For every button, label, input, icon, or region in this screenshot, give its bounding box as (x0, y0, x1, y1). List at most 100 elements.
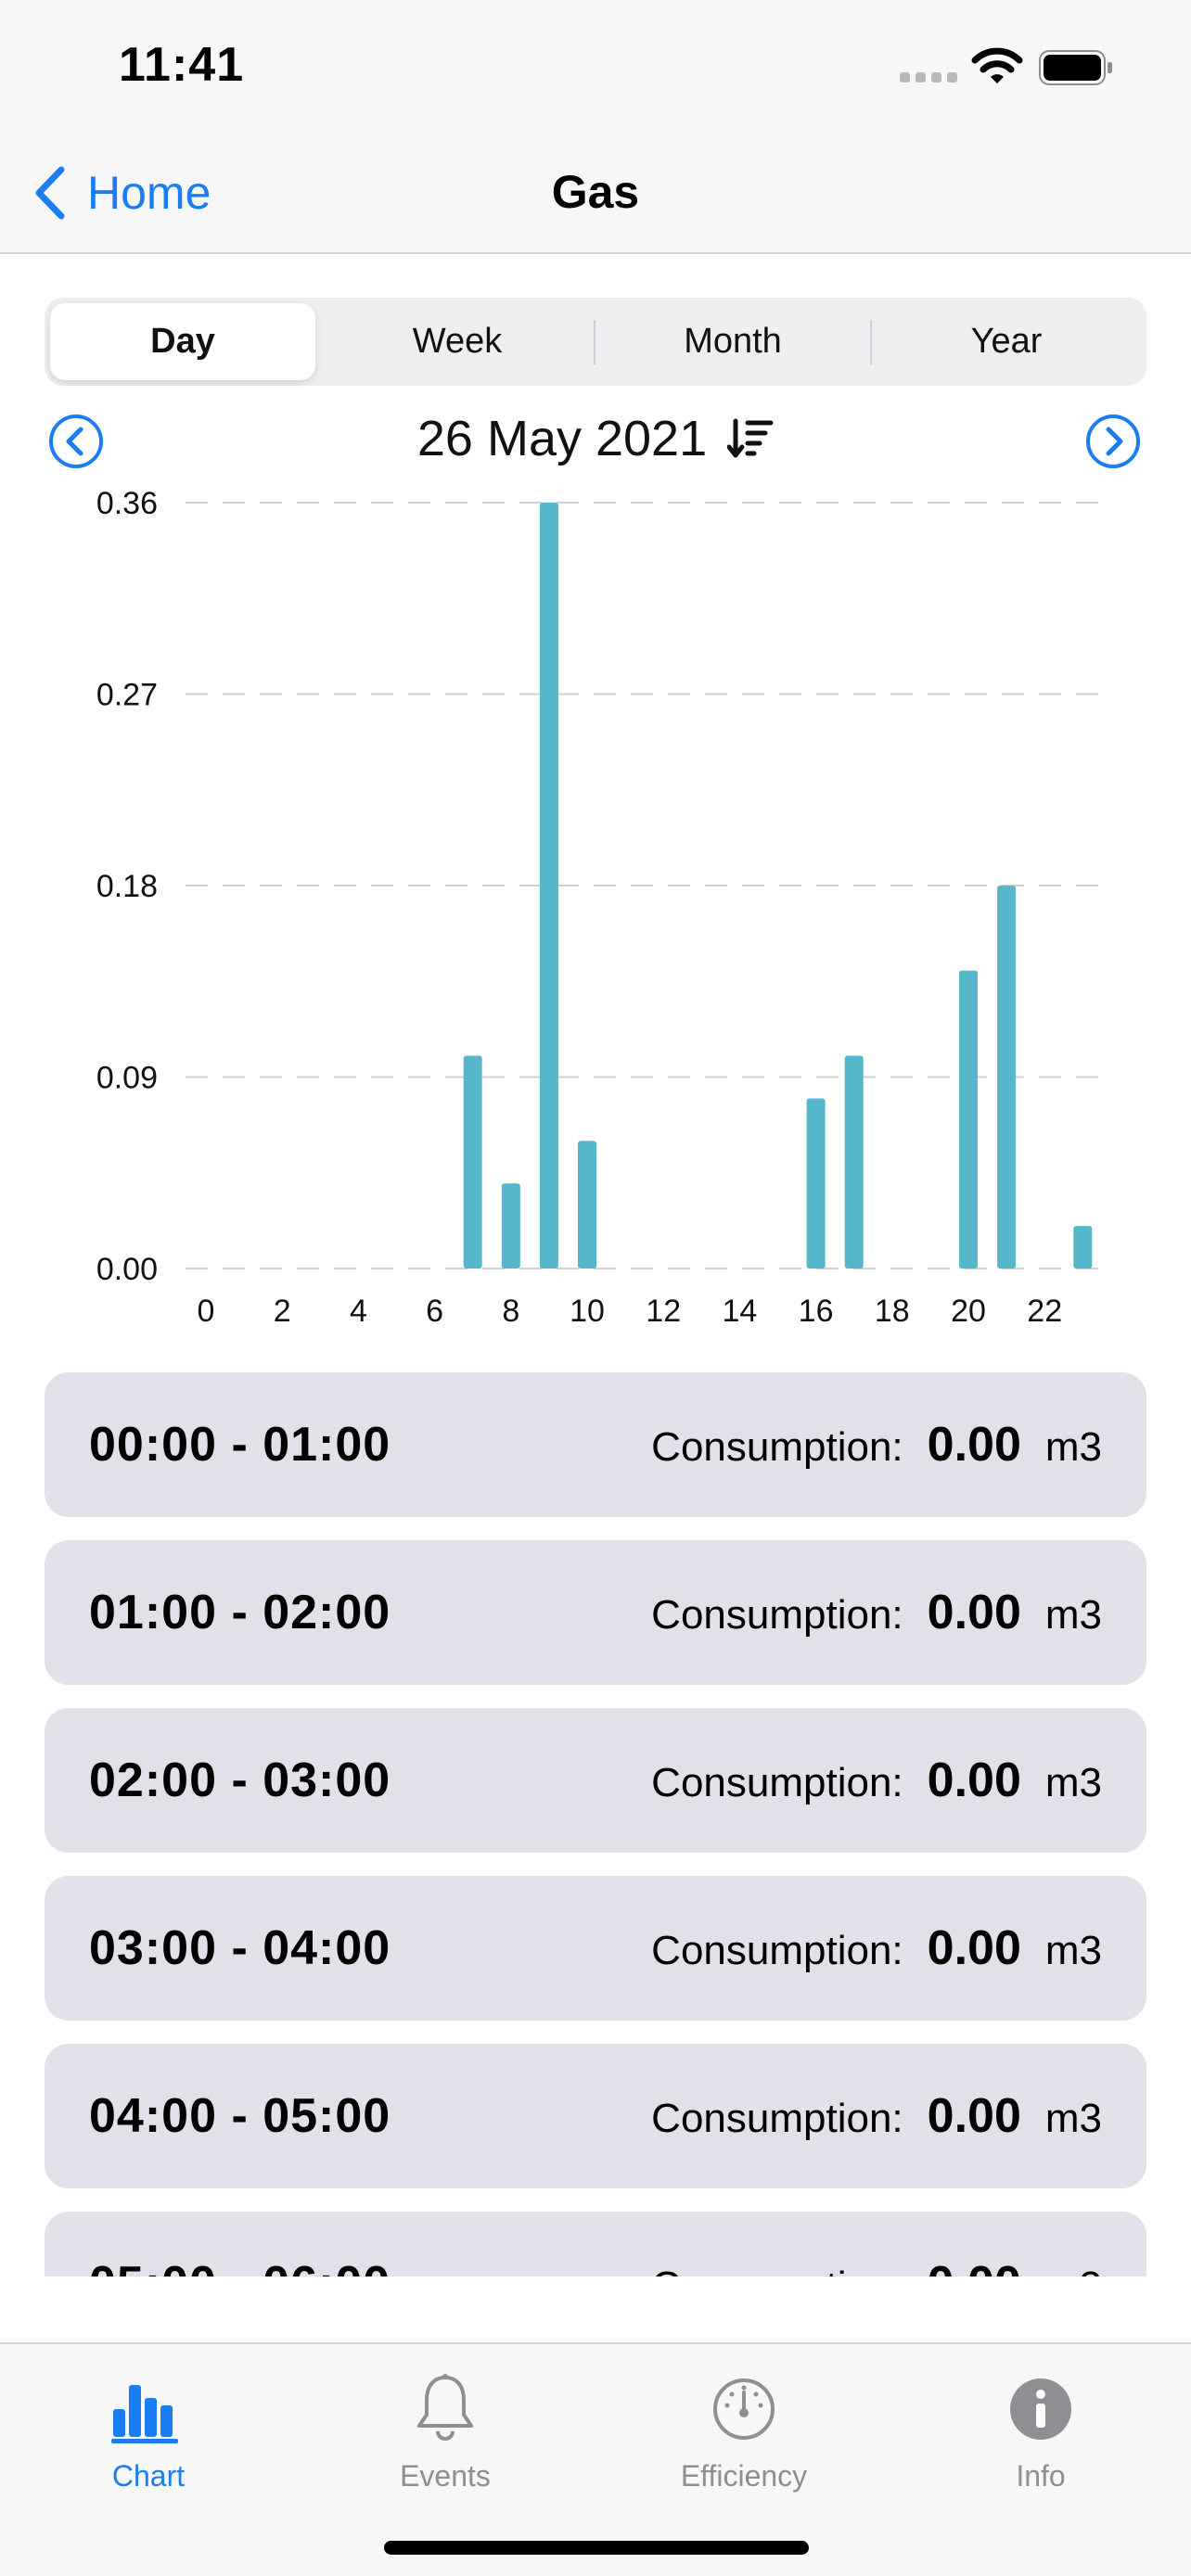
hour-range: 01:00 - 02:00 (89, 1586, 391, 1639)
bar-hour-16[interactable] (806, 1098, 826, 1269)
chevron-left-icon (35, 166, 65, 220)
current-date: 26 May 2021 (416, 411, 708, 466)
bar-hour-20[interactable] (959, 970, 978, 1269)
bar-hour-7[interactable] (463, 1055, 482, 1269)
cellular-signal-icon (900, 72, 957, 85)
segment-year[interactable]: Year (970, 322, 1043, 361)
consumption-group: Consumption: 0.00 m3 (651, 1920, 1102, 1976)
consumption-label: Consumption: (651, 2264, 903, 2276)
date-label-container: 26 May 2021 (0, 410, 1191, 467)
hour-range: 00:00 - 01:00 (89, 1418, 391, 1472)
battery-icon (1039, 50, 1112, 85)
x-tick-label: 8 (502, 1294, 519, 1329)
tab-efficiency-label: Efficiency (680, 2459, 808, 2493)
tab-info-label: Info (1016, 2459, 1066, 2493)
period-segmented-control: Day Week Month Year (45, 298, 1146, 386)
consumption-unit: m3 (1044, 1928, 1102, 1973)
bar-hour-8[interactable] (501, 1183, 520, 1269)
gauge-icon (713, 2378, 775, 2440)
consumption-unit: m3 (1044, 1760, 1102, 1805)
tab-events[interactable]: Events (334, 2366, 557, 2496)
sort-descending-icon[interactable] (727, 415, 774, 462)
consumption-unit: m3 (1045, 2264, 1102, 2276)
list-item[interactable]: 05:00 - 06:00 Consumption: 0.00 m3 (45, 2212, 1146, 2276)
segment-week[interactable]: Week (412, 322, 503, 361)
bar-hour-10[interactable] (578, 1141, 596, 1269)
x-tick-label: 10 (570, 1294, 605, 1329)
status-time: 11:41 (119, 38, 245, 92)
navigation-bar: Home Gas (0, 139, 1191, 254)
bar-hour-21[interactable] (997, 886, 1017, 1269)
hourly-consumption-list[interactable]: 00:00 - 01:00 Consumption: 0.00 m3 01:00 - 0… (0, 1372, 1191, 2276)
back-button[interactable]: Home (32, 159, 211, 226)
consumption-value: 0.00 (927, 1753, 1021, 1807)
page-title: Gas (551, 166, 640, 218)
tab-events-label: Events (400, 2459, 491, 2493)
x-tick-label: 18 (875, 1294, 910, 1329)
gas-consumption-chart: 0.00 0.09 0.18 0.27 0.36 0 2 4 6 8 10 12 14 16 18 20 22 (96, 486, 1104, 1329)
tab-chart[interactable]: Chart (37, 2366, 260, 2496)
consumption-label: Consumption: (651, 1928, 903, 1973)
hour-range: 02:00 - 03:00 (89, 1753, 391, 1807)
segment-month[interactable]: Month (684, 322, 782, 361)
y-tick-label: 0.00 (96, 1252, 158, 1287)
status-bar: 11:41 (0, 0, 1191, 139)
chart-bars-icon (111, 2385, 178, 2443)
consumption-value: 0.00 (927, 1921, 1021, 1975)
bar-hour-9[interactable] (539, 503, 558, 1269)
consumption-value: 0.00 (927, 1586, 1021, 1639)
x-tick-label: 16 (799, 1294, 834, 1329)
bar-hour-17[interactable] (844, 1055, 864, 1269)
list-item[interactable]: 04:00 - 05:00 Consumption: 0.00 m3 (45, 2044, 1146, 2188)
consumption-label: Consumption: (651, 1760, 903, 1805)
consumption-group: Consumption: 0.00 m3 (651, 2256, 1102, 2276)
list-item[interactable]: 03:00 - 04:00 Consumption: 0.00 m3 (45, 1876, 1146, 2021)
consumption-label: Consumption: (651, 1592, 903, 1638)
y-tick-label: 0.18 (96, 869, 158, 904)
x-tick-label: 12 (646, 1294, 681, 1329)
x-tick-label: 4 (350, 1294, 367, 1329)
back-button-label: Home (87, 167, 211, 219)
consumption-value: 0.00 (927, 2089, 1021, 2143)
x-tick-label: 0 (198, 1294, 215, 1329)
wifi-icon (971, 47, 1023, 83)
segment-divider (594, 320, 596, 364)
segment-day[interactable]: Day (50, 303, 315, 380)
x-tick-label: 2 (274, 1294, 291, 1329)
hour-range: 03:00 - 04:00 (89, 1921, 391, 1975)
consumption-unit: m3 (1044, 1424, 1102, 1470)
x-tick-label: 22 (1027, 1294, 1062, 1329)
x-tick-label: 14 (722, 1294, 757, 1329)
previous-date-button[interactable] (48, 414, 104, 469)
tab-info[interactable]: Info (929, 2366, 1152, 2496)
hour-range: 05:00 - 06:00 (89, 2256, 391, 2276)
consumption-label: Consumption: (651, 2096, 903, 2141)
y-tick-label: 0.27 (96, 678, 158, 713)
tab-efficiency[interactable]: Efficiency (633, 2366, 855, 2496)
consumption-unit: m3 (1044, 2096, 1102, 2141)
y-tick-label: 0.36 (96, 486, 158, 521)
list-item[interactable]: 00:00 - 01:00 Consumption: 0.00 m3 (45, 1372, 1146, 1517)
consumption-value: 0.00 (927, 1418, 1021, 1472)
bell-icon (417, 2374, 473, 2441)
tab-bar: Chart Events Efficiency (0, 2342, 1191, 2576)
date-navigator: 26 May 2021 (0, 404, 1191, 474)
consumption-group: Consumption: 0.00 m3 (651, 1585, 1102, 1640)
consumption-group: Consumption: 0.00 m3 (651, 1417, 1102, 1473)
consumption-label: Consumption: (651, 1424, 903, 1470)
tab-chart-label: Chart (111, 2459, 186, 2493)
info-icon (1010, 2378, 1071, 2440)
x-tick-label: 6 (426, 1294, 443, 1329)
next-date-button[interactable] (1085, 414, 1141, 469)
consumption-group: Consumption: 0.00 m3 (651, 2088, 1102, 2144)
consumption-unit: m3 (1044, 1592, 1102, 1638)
segment-divider (870, 320, 872, 364)
bar-hour-23[interactable] (1073, 1226, 1093, 1269)
y-tick-label: 0.09 (96, 1061, 158, 1096)
x-tick-label: 20 (951, 1294, 986, 1329)
consumption-group: Consumption: 0.00 m3 (651, 1753, 1102, 1808)
list-item[interactable]: 01:00 - 02:00 Consumption: 0.00 m3 (45, 1540, 1146, 1685)
hour-range: 04:00 - 05:00 (89, 2089, 391, 2143)
list-item[interactable]: 02:00 - 03:00 Consumption: 0.00 m3 (45, 1708, 1146, 1853)
